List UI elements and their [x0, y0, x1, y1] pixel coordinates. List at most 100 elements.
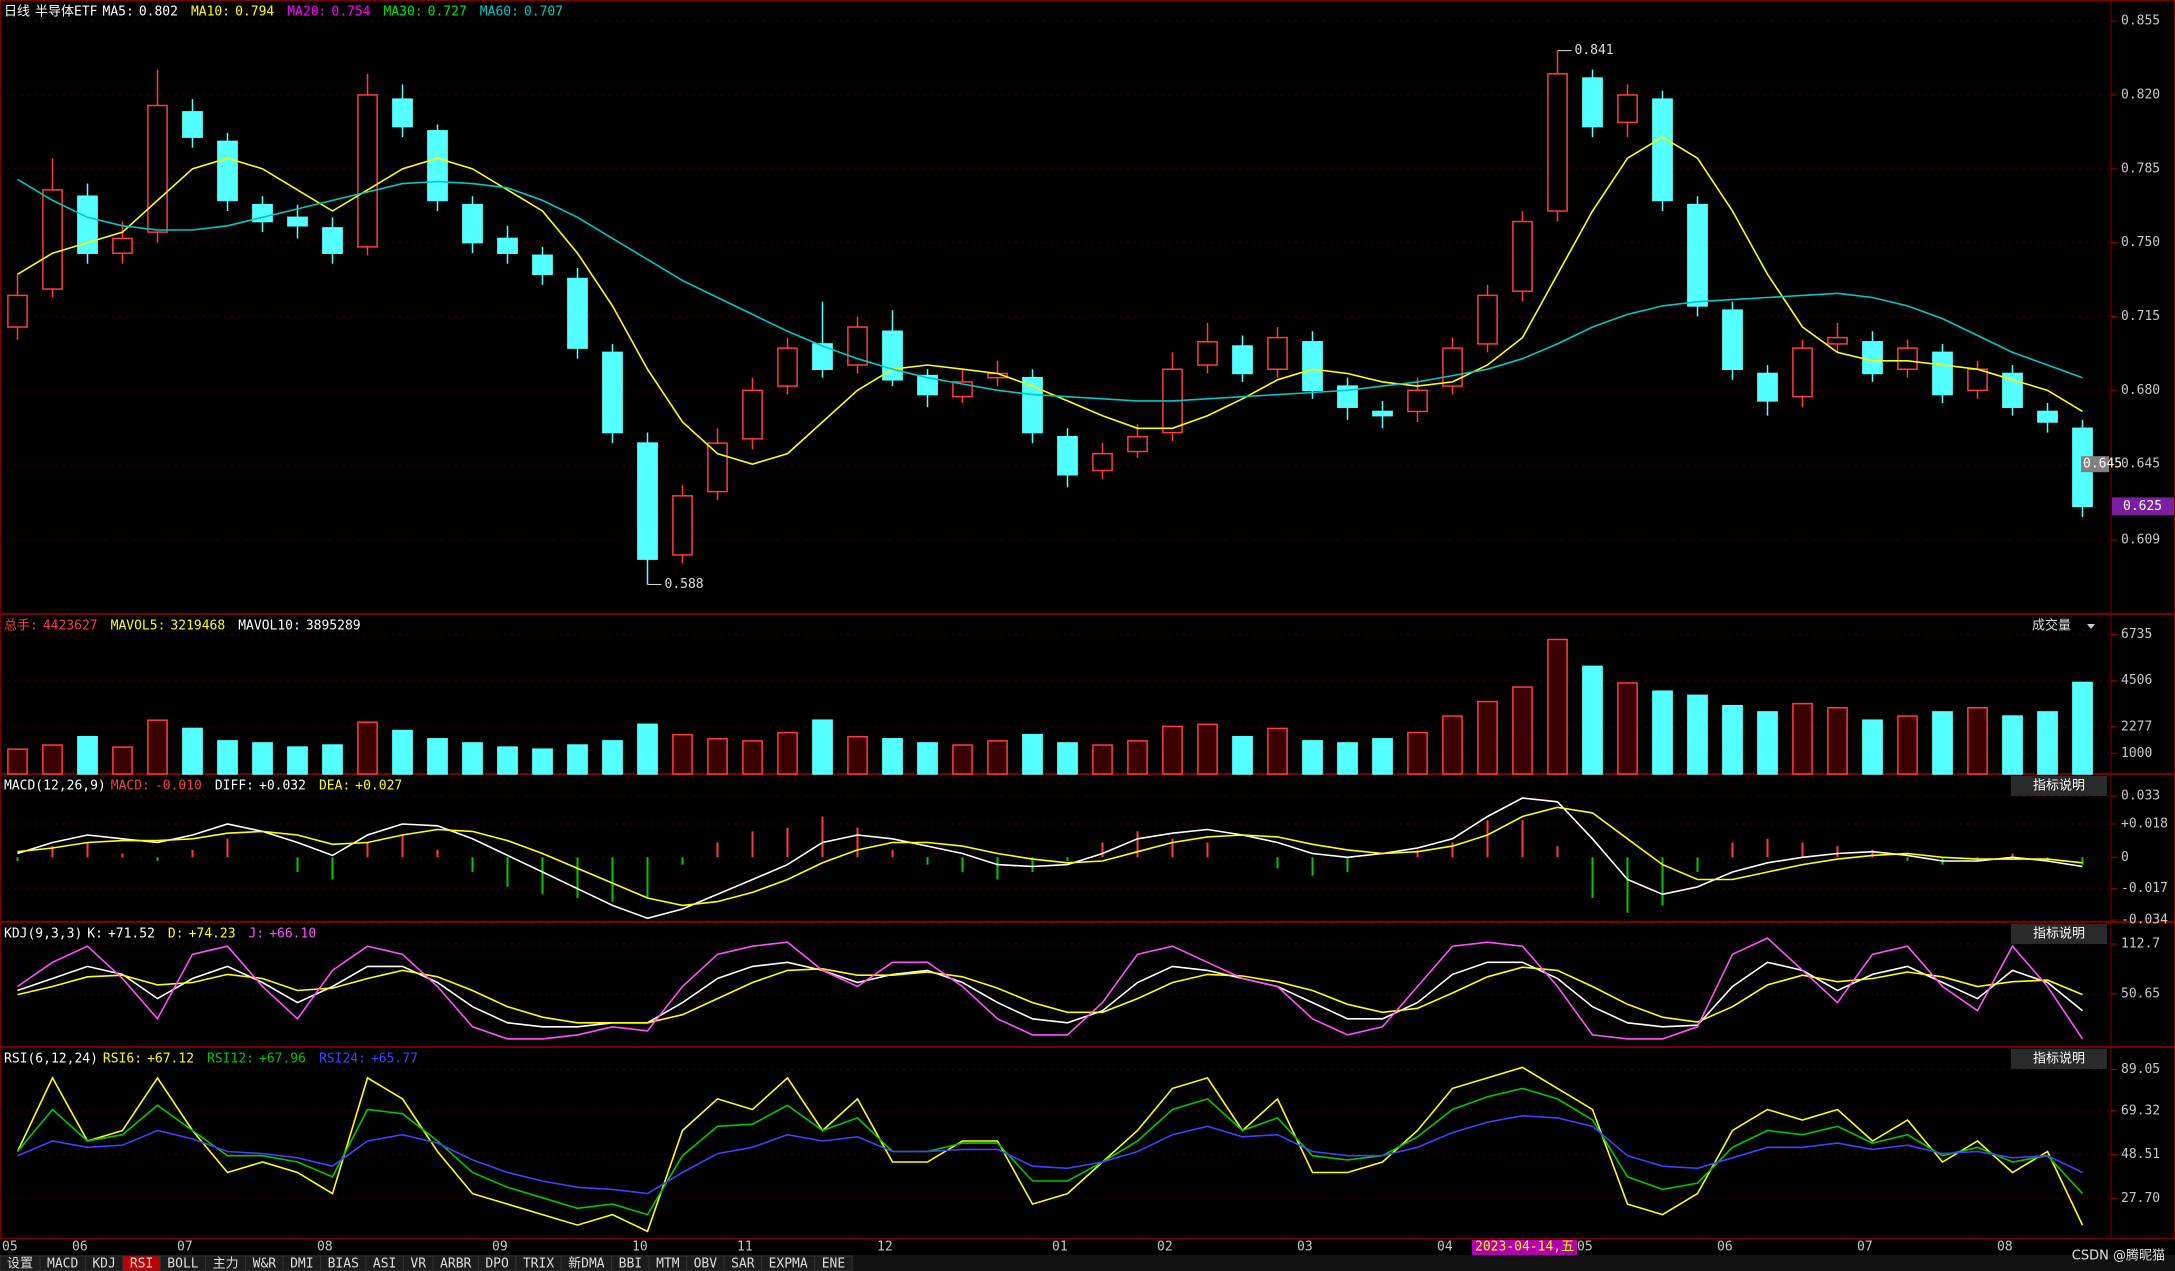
- indicator-tab-label[interactable]: 主力: [213, 1257, 239, 1271]
- y-tick-label: 50.65: [2121, 987, 2160, 1002]
- candle-body: [1512, 220, 1533, 292]
- x-tick-label: 01: [1052, 1240, 1068, 1255]
- indicator-tab-label[interactable]: OBV: [694, 1257, 718, 1271]
- indicator-help-label[interactable]: 指标说明: [2033, 779, 2085, 794]
- readout-value: 3219468: [170, 619, 225, 634]
- volume-bar: [2002, 715, 2023, 775]
- candle-body: [917, 374, 938, 396]
- readout-value: +66.10: [269, 927, 316, 942]
- indicator-line: [17, 1114, 2083, 1195]
- indicator-line: [17, 806, 2083, 907]
- readout-name: D:: [168, 927, 184, 942]
- indicator-tab-label[interactable]: ENE: [822, 1257, 845, 1271]
- last-price-box: [2112, 497, 2174, 516]
- volume-bar: [252, 742, 273, 775]
- indicator-tab-label[interactable]: ASI: [373, 1257, 396, 1271]
- volume-bar: [1512, 686, 1533, 775]
- ma-line: [17, 178, 2083, 402]
- indicator-tab-label[interactable]: TRIX: [523, 1257, 554, 1271]
- indicator-tab-label[interactable]: MTM: [656, 1257, 680, 1271]
- readout-value: 4423627: [43, 619, 98, 634]
- dropdown-arrow[interactable]: [2087, 624, 2095, 629]
- indicator-tab[interactable]: [814, 1255, 853, 1271]
- indicator-tab-label[interactable]: 新DMA: [568, 1256, 605, 1271]
- candle-body: [1092, 452, 1113, 472]
- readout-value: 0.727: [428, 5, 467, 20]
- candle-body: [1757, 372, 1778, 402]
- readout-name: MAVOL5:: [111, 619, 166, 634]
- volume-bar: [1477, 700, 1498, 775]
- volume-bar: [812, 719, 833, 775]
- last-price-label: 0.625: [2123, 499, 2162, 514]
- candle-body: [672, 495, 693, 556]
- indicator-tab-label[interactable]: VR: [410, 1257, 426, 1271]
- indicator-tab-label[interactable]: MACD: [47, 1257, 78, 1271]
- indicator-help-button[interactable]: [2011, 1049, 2107, 1069]
- readout-name: RSI12:: [207, 1052, 254, 1067]
- indicator-help-button[interactable]: [2011, 924, 2107, 944]
- readout-name: RSI24:: [319, 1052, 366, 1067]
- volume-bar: [1687, 694, 1708, 775]
- x-tick-label: 06: [1717, 1240, 1733, 1255]
- indicator-tab-label[interactable]: RSI: [130, 1257, 153, 1271]
- panel-title: KDJ(9,3,3): [4, 927, 82, 942]
- volume-bar: [777, 731, 798, 775]
- indicator-tab-label[interactable]: ARBR: [440, 1257, 471, 1271]
- volume-bar: [322, 744, 343, 775]
- y-tick-label: 0.785: [2121, 161, 2160, 176]
- volume-bar: [952, 744, 973, 775]
- volume-bar: [392, 729, 413, 775]
- indicator-help-label[interactable]: 指标说明: [2033, 927, 2085, 942]
- candle-body: [427, 130, 448, 202]
- x-tick-label: 08: [1997, 1240, 2013, 1255]
- candle-body: [847, 326, 868, 366]
- candle-body: [1862, 341, 1883, 375]
- volume-bar: [1722, 704, 1743, 775]
- indicator-tab-label[interactable]: BIAS: [328, 1257, 359, 1271]
- x-tick-label: 07: [177, 1240, 193, 1255]
- indicator-tab-label[interactable]: DMI: [290, 1257, 313, 1271]
- readout-value: 0.707: [524, 5, 563, 20]
- readout-name: MA20:: [287, 5, 326, 20]
- indicator-line: [17, 961, 2084, 1028]
- volume-bar: [497, 746, 518, 775]
- candle-body: [1022, 376, 1043, 434]
- x-tick-label: 07: [1857, 1240, 1873, 1255]
- volume-bar: [1267, 727, 1288, 775]
- candle-body: [2037, 410, 2058, 423]
- volume-bar: [637, 723, 658, 775]
- indicator-tab-label[interactable]: KDJ: [92, 1257, 115, 1271]
- indicator-tab-label[interactable]: W&R: [253, 1257, 277, 1271]
- candle-body: [1687, 203, 1708, 307]
- candle-body: [1722, 309, 1743, 370]
- volume-bar: [1617, 682, 1638, 775]
- indicator-tab-label[interactable]: BOLL: [167, 1257, 198, 1271]
- y-tick-label: 0.609: [2121, 533, 2160, 548]
- indicator-help-label[interactable]: 指标说明: [2033, 1052, 2085, 1067]
- indicator-tab-label[interactable]: SAR: [731, 1257, 755, 1271]
- x-tick-label: 04: [1437, 1240, 1453, 1255]
- readout-name: K:: [87, 927, 103, 942]
- y-tick-label: -0.034: [2121, 913, 2168, 928]
- readout-name: MAVOL10:: [238, 619, 301, 634]
- indicator-tab-label[interactable]: BBI: [619, 1257, 642, 1271]
- volume-legend-title[interactable]: 成交量: [2032, 618, 2071, 634]
- readout-name: DEA:: [319, 779, 350, 794]
- readout-value: +67.96: [259, 1052, 306, 1067]
- volume-bar: [427, 738, 448, 775]
- price-line-box: [2081, 456, 2109, 473]
- indicator-help-button[interactable]: [2011, 776, 2107, 796]
- candle-body: [252, 203, 273, 223]
- volume-bar: [707, 738, 728, 775]
- volume-bar: [112, 746, 133, 775]
- volume-bar: [1092, 744, 1113, 775]
- volume-bar: [602, 740, 623, 775]
- readout-value: +0.027: [355, 779, 402, 794]
- indicator-tab-label[interactable]: DPO: [485, 1257, 509, 1271]
- indicator-tab-label[interactable]: 设置: [7, 1257, 33, 1271]
- indicator-tab-label[interactable]: EXPMA: [769, 1257, 808, 1271]
- readout-value: +67.12: [147, 1052, 194, 1067]
- volume-bar: [287, 746, 308, 775]
- y-tick-label: 2277: [2121, 719, 2152, 734]
